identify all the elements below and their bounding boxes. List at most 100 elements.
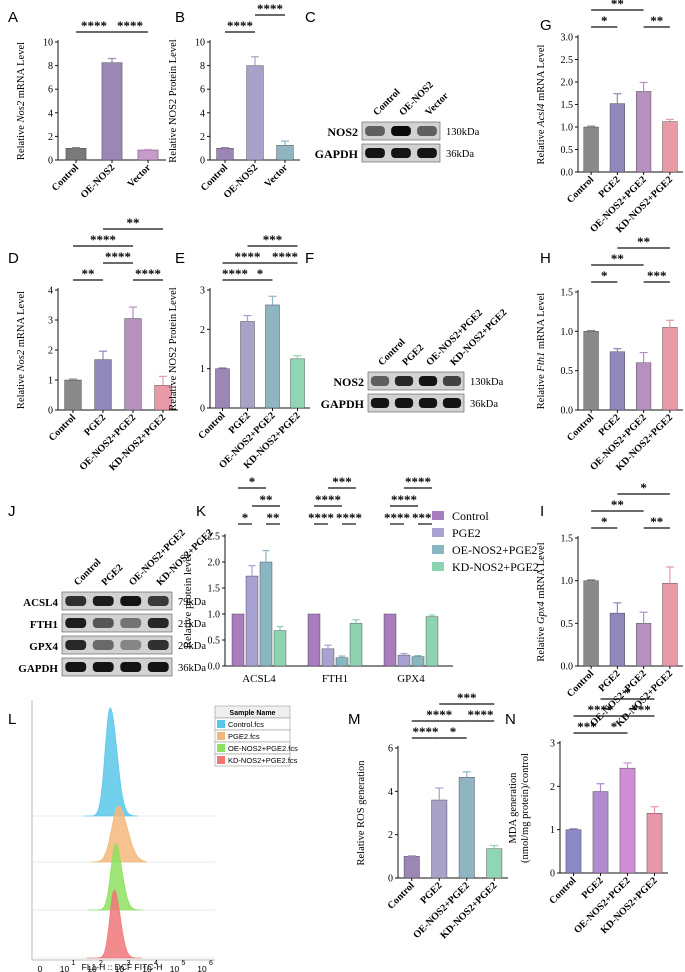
blot-band [418, 375, 438, 387]
significance-label: **** [257, 1, 283, 16]
y-tick-label: 2 [200, 325, 205, 336]
y-tick-label: 4 [388, 787, 393, 798]
significance-label: *** [263, 232, 283, 247]
x-tick-exponent: 4 [154, 960, 158, 967]
significance-label: **** [405, 474, 431, 489]
y-axis-label-part: Relative [16, 122, 27, 160]
legend-entry: OE-NOS2+PGE2.fcs [228, 744, 298, 753]
y-axis-label-part: mRNA Level [536, 44, 547, 103]
legend-entry: PGE2 [452, 526, 481, 540]
bar-oe-nos2+pge2 [265, 304, 280, 409]
lane-label: Control [371, 87, 402, 118]
legend-row [214, 753, 291, 767]
y-axis-label-part: mRNA Level [536, 293, 547, 352]
protein-label: GAPDH [321, 397, 365, 411]
bar-vector [137, 149, 159, 161]
bar-fth1-oe-nos2+pge2 [335, 657, 349, 667]
y-tick-label: 2 [48, 132, 53, 143]
x-tick-exponent: 2 [99, 960, 103, 967]
y-tick-label: 1.5 [561, 100, 574, 111]
legend-entry: OE-NOS2+PGE2 [452, 543, 537, 557]
significance-label: ** [611, 497, 624, 512]
significance-label: * [242, 510, 249, 525]
y-tick-label: 3 [48, 316, 53, 327]
panel-label-D: D [8, 250, 19, 267]
significance-label: **** [315, 492, 341, 507]
significance-label: ** [650, 13, 663, 28]
y-tick-label: 1 [200, 364, 205, 375]
blot-strip [367, 371, 465, 391]
y-tick-label: 3 [200, 286, 205, 297]
y-axis-label-part: mRNA Level [536, 542, 547, 601]
x-tick-label: Vector [263, 162, 291, 190]
y-tick-label: 1.5 [208, 584, 221, 595]
y-axis-label-part: Relative [536, 127, 547, 165]
significance-label: **** [105, 249, 131, 264]
x-tick-label: Control [47, 412, 78, 443]
x-tick-label: 10 [197, 964, 207, 972]
blot-band [147, 617, 169, 629]
blot-strip [61, 591, 173, 611]
panel-label-K: K [196, 503, 206, 520]
y-axis-label-part: Nos2 [16, 100, 27, 123]
y-tick-label: 2.0 [208, 558, 221, 569]
y-tick-label: 1 [550, 825, 555, 836]
bar-kd-nos2+pge2 [646, 813, 663, 874]
panel-D: 0 1 2 3 4 Relative Nos2 mRNA Level Control PGE2… [16, 215, 178, 473]
x-tick-label: Vector [126, 162, 154, 190]
panel-N: 0 1 2 3 MDA generation (nmol/mg protein)/cont… [508, 685, 668, 936]
significance-label: * [601, 514, 608, 529]
significance-label: **** [227, 18, 253, 33]
x-tick-label: Control [547, 875, 578, 906]
panel-label-J: J [8, 503, 16, 520]
bar-pge2 [609, 351, 625, 411]
x-tick-label: GPX4 [397, 673, 425, 685]
lane-label: PGE2 [100, 562, 126, 588]
y-tick-label: 3.0 [561, 33, 574, 44]
significance-label: * [640, 480, 647, 495]
legend-swatch [217, 744, 225, 752]
y-tick-label: 0 [48, 156, 53, 167]
y-tick-label: 1.0 [208, 610, 221, 621]
significance-label: * [257, 266, 264, 281]
kda-label: 79kDa [178, 597, 206, 608]
legend-swatch [217, 756, 225, 764]
x-tick-exponent: 6 [209, 960, 213, 967]
kda-label: 36kDa [446, 149, 474, 160]
blot-band [370, 397, 390, 409]
legend-title: Sample Name [230, 710, 276, 717]
significance-label: **** [117, 18, 143, 33]
x-tick-exponent: 5 [182, 960, 186, 967]
significance-label: ** [260, 492, 273, 507]
blot-band [370, 375, 390, 387]
significance-label: ** [650, 514, 663, 529]
y-tick-label: 6 [200, 85, 205, 96]
y-tick-label: 0.0 [561, 168, 574, 179]
protein-label: NOS2 [333, 375, 364, 389]
y-tick-label: 1.5 [561, 534, 574, 545]
bar-vector [276, 145, 294, 161]
significance-label: **** [235, 249, 261, 264]
bar-pge2 [94, 359, 112, 411]
x-tick-label: PGE2 [82, 412, 108, 438]
y-tick-label: 3 [550, 739, 555, 750]
legend-swatch [432, 545, 444, 554]
y-tick-label: 1.5 [561, 288, 574, 299]
bar-acsl4-pge2 [245, 575, 259, 667]
y-axis-label: Relative ROS generation [356, 760, 367, 866]
bar-control [565, 829, 582, 874]
blot-band [417, 125, 437, 137]
y-axis-label: Relative Gpx4 mRNA Level [536, 542, 547, 661]
y-axis-label-part: Relative [536, 624, 547, 662]
blot-band [120, 661, 142, 673]
bar-fth1-control [307, 613, 321, 667]
x-tick-exponent: 3 [127, 960, 131, 967]
blot-strip [61, 657, 173, 677]
protein-label: GPX4 [29, 641, 58, 653]
y-axis-label-part: Relative [16, 371, 27, 409]
blot-strip [367, 393, 465, 413]
